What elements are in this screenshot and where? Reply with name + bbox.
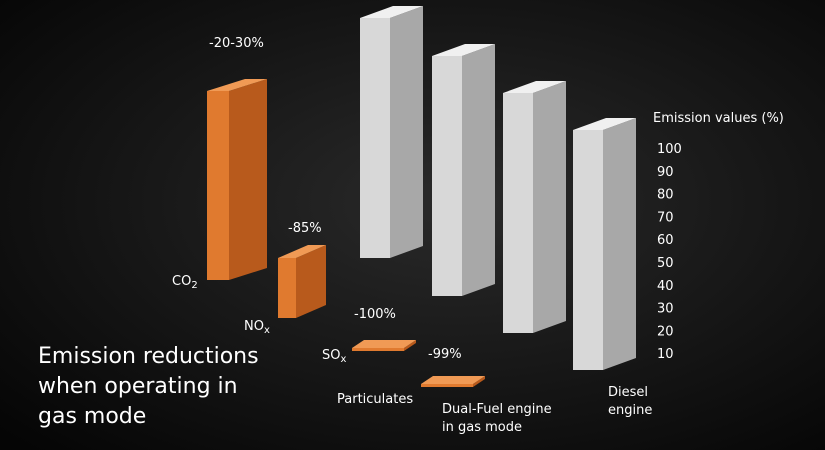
diesel-series-label-1: engine <box>608 403 652 418</box>
y-tick-50: 50 <box>657 256 674 271</box>
dual-fuel-series-label-1: in gas mode <box>442 420 522 435</box>
diesel-bar-3-front <box>573 130 603 370</box>
diesel-bar-2-top <box>503 81 566 93</box>
category-label-2: SOx <box>322 348 346 365</box>
y-tick-90: 90 <box>657 165 674 180</box>
dual-fuel-bar-2-side <box>404 340 416 351</box>
dual-fuel-bar-0-top <box>207 79 267 91</box>
dual-fuel-bar-3-top <box>421 376 485 384</box>
diesel-series-label-0: Diesel <box>608 385 648 400</box>
bars-layer <box>207 6 636 387</box>
y-tick-100: 100 <box>657 142 682 157</box>
data-label-3: -99% <box>428 347 462 362</box>
dual-fuel-bar-3-front <box>421 384 473 387</box>
diesel-bar-2-front <box>503 93 533 333</box>
dual-fuel-bar-0 <box>207 79 267 280</box>
y-tick-60: 60 <box>657 233 674 248</box>
category-label-3: Particulates <box>337 392 413 407</box>
diesel-bar-1-front <box>432 56 462 296</box>
diesel-bar-1 <box>432 44 495 296</box>
data-label-2: -100% <box>354 307 396 322</box>
dual-fuel-bar-1-side <box>296 245 326 318</box>
dual-fuel-bar-2 <box>352 340 416 351</box>
dual-fuel-bar-3 <box>421 376 485 387</box>
diesel-bar-1-side <box>462 44 495 296</box>
data-label-1: -85% <box>288 221 322 236</box>
diesel-bar-0 <box>360 6 423 258</box>
y-axis-label: Emission values (%) <box>653 111 784 126</box>
diesel-bar-2 <box>503 81 566 333</box>
y-tick-70: 70 <box>657 210 674 225</box>
diesel-bar-2-side <box>533 81 566 333</box>
chart-title-line-2: gas mode <box>38 404 146 429</box>
data-label-0: -20-30% <box>209 36 264 51</box>
diesel-bar-3-top <box>573 118 636 130</box>
y-tick-10: 10 <box>657 347 674 362</box>
diesel-bar-0-top <box>360 6 423 18</box>
dual-fuel-bar-2-top <box>352 340 416 348</box>
dual-fuel-bar-1-top <box>278 245 326 258</box>
y-tick-40: 40 <box>657 279 674 294</box>
diesel-bar-0-side <box>390 6 423 258</box>
y-tick-80: 80 <box>657 188 674 203</box>
dual-fuel-bar-0-front <box>207 91 229 280</box>
diesel-bar-0-front <box>360 18 390 258</box>
dual-fuel-bar-1-front <box>278 258 296 318</box>
labels-layer: -20-30% -85% -100% -99% CO2 NOx SOx Particulate… <box>38 36 784 435</box>
dual-fuel-bar-2-front <box>352 348 404 351</box>
dual-fuel-bar-1 <box>278 245 326 318</box>
chart-title-line-1: when operating in <box>38 374 238 399</box>
dual-fuel-bar-3-side <box>473 376 485 387</box>
category-label-1: NOx <box>244 319 270 336</box>
y-tick-30: 30 <box>657 302 674 317</box>
diesel-bar-1-top <box>432 44 495 56</box>
diesel-bar-3-side <box>603 118 636 370</box>
diesel-bar-3 <box>573 118 636 370</box>
dual-fuel-series-label-0: Dual-Fuel engine <box>442 402 552 417</box>
dual-fuel-bar-0-side <box>229 79 267 280</box>
y-tick-20: 20 <box>657 324 674 339</box>
chart-title-line-0: Emission reductions <box>38 344 259 369</box>
category-label-0: CO2 <box>172 274 198 291</box>
